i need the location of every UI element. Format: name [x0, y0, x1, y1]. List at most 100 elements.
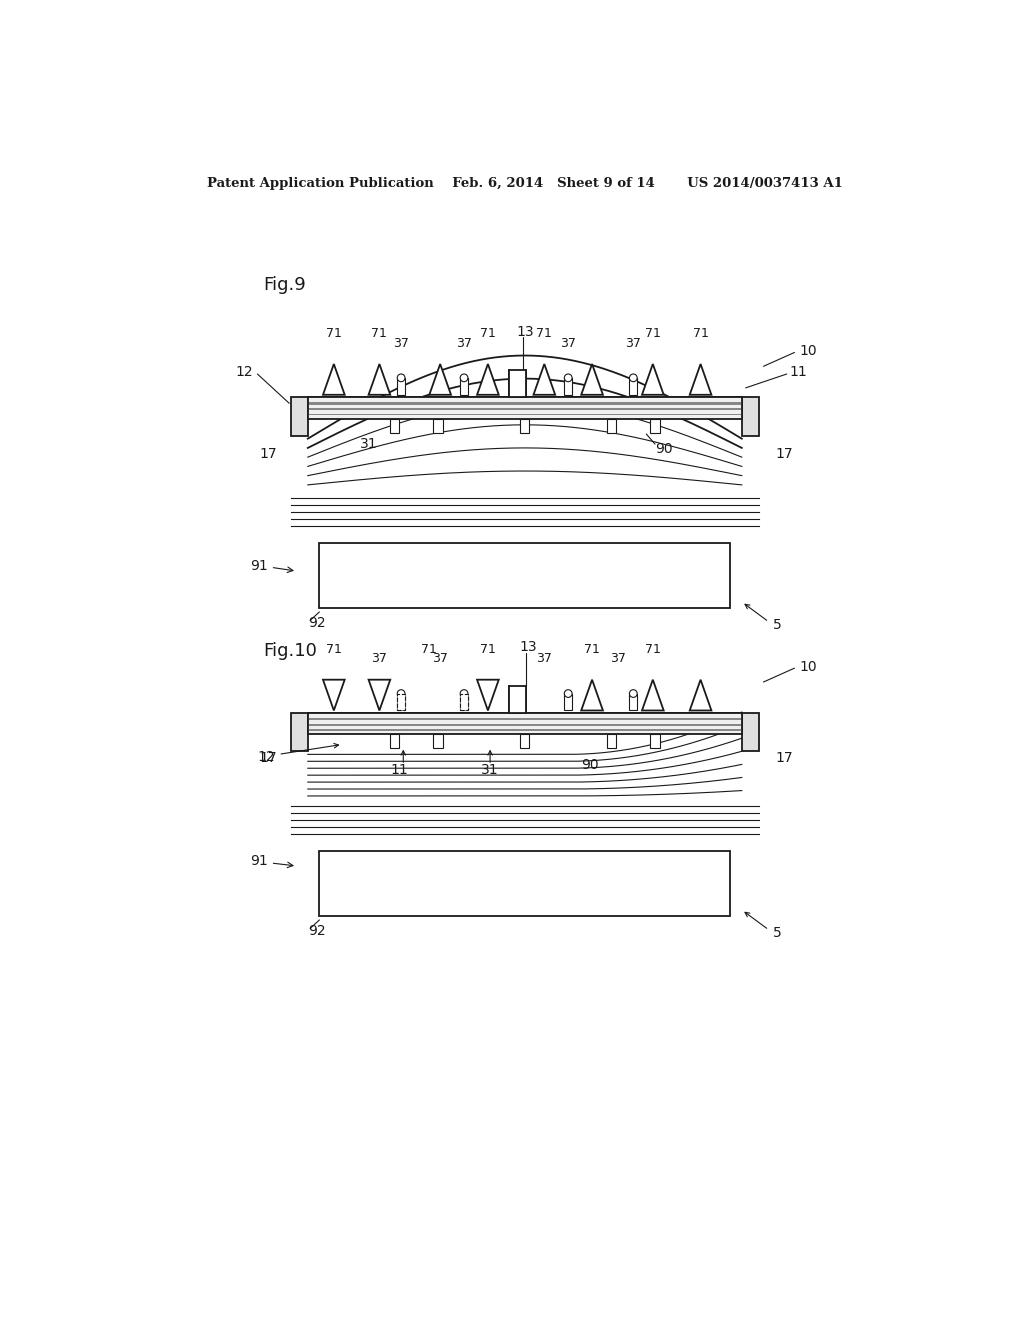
Polygon shape: [690, 680, 712, 710]
Text: 90: 90: [655, 442, 673, 457]
Polygon shape: [582, 680, 603, 710]
Bar: [390, 734, 399, 748]
Bar: [630, 693, 637, 710]
Text: 92: 92: [308, 616, 326, 631]
Text: 37: 37: [626, 337, 641, 350]
Circle shape: [460, 374, 468, 381]
Text: 37: 37: [537, 652, 552, 665]
Text: 91: 91: [250, 854, 267, 869]
Bar: [564, 378, 572, 395]
Circle shape: [630, 374, 637, 381]
Polygon shape: [642, 364, 664, 395]
Bar: [308, 723, 741, 726]
Circle shape: [397, 374, 404, 381]
Text: 17: 17: [776, 447, 794, 461]
Text: 17: 17: [776, 751, 794, 766]
Text: Fig.9: Fig.9: [263, 276, 306, 294]
Bar: [319, 850, 730, 916]
Bar: [291, 713, 308, 751]
Text: 5: 5: [773, 927, 781, 940]
Text: 37: 37: [456, 337, 472, 350]
Text: 37: 37: [393, 337, 409, 350]
Bar: [607, 418, 616, 433]
Text: 71: 71: [645, 327, 660, 341]
Polygon shape: [323, 680, 345, 710]
Text: 71: 71: [480, 327, 496, 341]
Text: Patent Application Publication    Feb. 6, 2014   Sheet 9 of 14       US 2014/003: Patent Application Publication Feb. 6, 2…: [207, 177, 843, 190]
Text: 71: 71: [584, 643, 600, 656]
Bar: [397, 693, 404, 710]
Polygon shape: [477, 364, 499, 395]
Polygon shape: [369, 680, 390, 710]
Circle shape: [630, 689, 637, 697]
Bar: [308, 397, 741, 418]
Text: 90: 90: [581, 758, 599, 772]
Circle shape: [460, 689, 468, 697]
Text: 71: 71: [692, 327, 709, 341]
Bar: [607, 734, 616, 748]
Bar: [433, 418, 442, 433]
Polygon shape: [534, 364, 555, 395]
Text: 17: 17: [259, 447, 276, 461]
Text: 71: 71: [372, 327, 387, 341]
Text: 37: 37: [610, 652, 626, 665]
Bar: [390, 418, 399, 433]
Text: 11: 11: [390, 763, 408, 776]
Bar: [741, 713, 759, 751]
Bar: [460, 693, 468, 710]
Text: 92: 92: [308, 924, 326, 939]
Bar: [308, 730, 741, 731]
Text: 71: 71: [537, 327, 552, 341]
Bar: [460, 378, 468, 395]
Bar: [291, 397, 308, 436]
Text: 5: 5: [773, 618, 781, 632]
Bar: [308, 408, 741, 411]
Bar: [319, 543, 730, 609]
Text: 71: 71: [645, 643, 660, 656]
Bar: [650, 418, 659, 433]
Text: 17: 17: [259, 751, 276, 766]
Bar: [308, 413, 741, 416]
Text: 10: 10: [800, 345, 817, 358]
Text: 31: 31: [481, 763, 499, 776]
Polygon shape: [323, 364, 345, 395]
Bar: [520, 418, 529, 433]
Text: 13: 13: [520, 640, 538, 655]
Text: 13: 13: [516, 325, 534, 339]
Bar: [630, 378, 637, 395]
Text: 71: 71: [326, 327, 342, 341]
Polygon shape: [429, 364, 451, 395]
Text: 12: 12: [258, 751, 275, 764]
Text: 71: 71: [326, 643, 342, 656]
Bar: [509, 370, 525, 397]
Text: 37: 37: [560, 337, 577, 350]
Bar: [397, 693, 404, 710]
Text: 31: 31: [359, 437, 378, 451]
Bar: [650, 734, 659, 748]
Bar: [308, 718, 741, 721]
Text: 71: 71: [480, 643, 496, 656]
Polygon shape: [582, 364, 603, 395]
Bar: [397, 378, 404, 395]
Bar: [308, 403, 741, 405]
Bar: [308, 713, 741, 734]
Polygon shape: [369, 364, 390, 395]
Bar: [460, 693, 468, 710]
Text: 37: 37: [372, 652, 387, 665]
Text: Fig.10: Fig.10: [263, 643, 317, 660]
Bar: [741, 397, 759, 436]
Text: 12: 12: [236, 366, 254, 379]
Circle shape: [564, 374, 572, 381]
Bar: [433, 734, 442, 748]
Polygon shape: [477, 680, 499, 710]
Bar: [520, 734, 529, 748]
Circle shape: [564, 689, 572, 697]
Bar: [564, 693, 572, 710]
Circle shape: [397, 689, 404, 697]
Text: 71: 71: [422, 643, 437, 656]
Text: 10: 10: [800, 660, 817, 673]
Polygon shape: [690, 364, 712, 395]
Text: 37: 37: [432, 652, 449, 665]
Bar: [509, 686, 525, 713]
Polygon shape: [642, 680, 664, 710]
